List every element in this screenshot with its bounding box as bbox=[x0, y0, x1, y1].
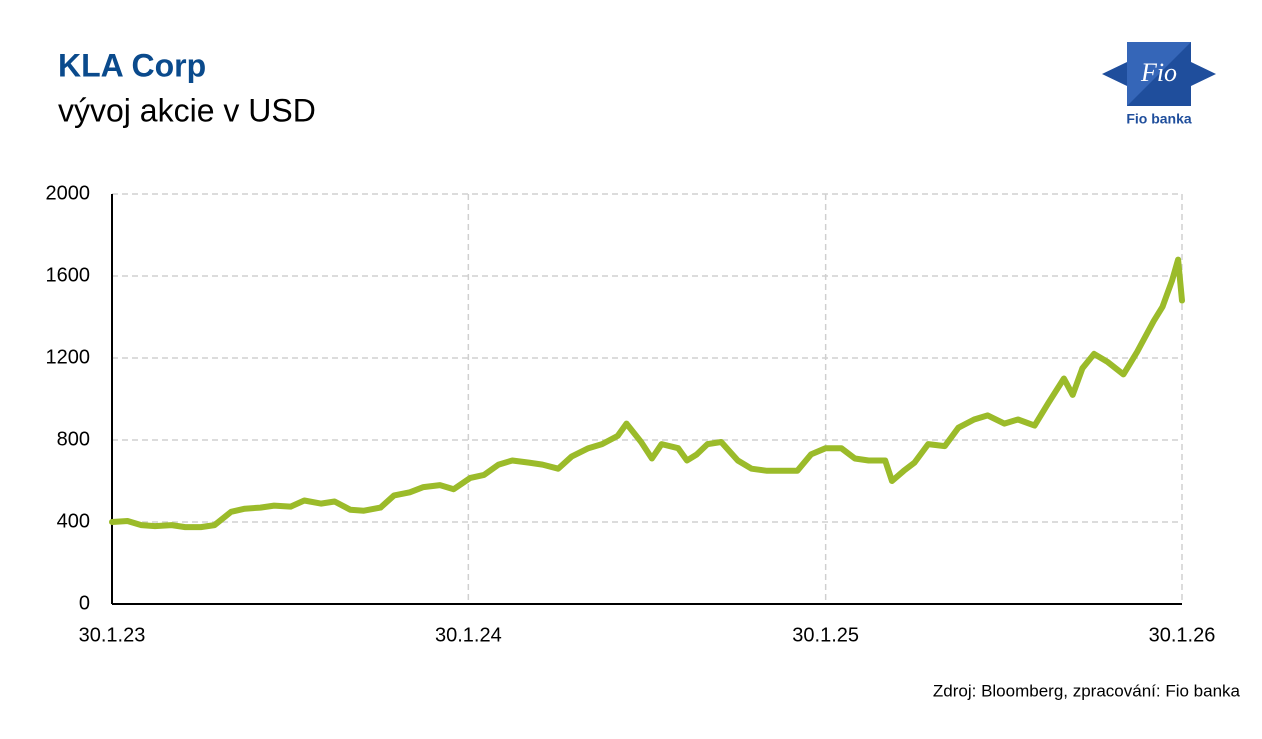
y-tick-label: 1200 bbox=[46, 346, 91, 368]
x-tick-label: 30.1.26 bbox=[1149, 624, 1216, 646]
x-tick-label: 30.1.25 bbox=[792, 624, 859, 646]
y-tick-label: 0 bbox=[79, 592, 90, 614]
y-tick-label: 400 bbox=[57, 510, 90, 532]
logo-shape bbox=[1102, 62, 1127, 86]
chart-title: KLA Corp bbox=[58, 47, 206, 83]
chart-subtitle: vývoj akcie v USD bbox=[58, 92, 316, 128]
y-tick-label: 800 bbox=[57, 428, 90, 450]
logo-shape bbox=[1127, 42, 1191, 106]
logo-shape bbox=[1191, 62, 1216, 86]
y-tick-label: 2000 bbox=[46, 182, 91, 204]
x-tick-label: 30.1.23 bbox=[79, 624, 146, 646]
x-tick-label: 30.1.24 bbox=[435, 624, 502, 646]
source: Zdroj: Bloomberg, zpracování: Fio banka bbox=[933, 681, 1241, 700]
logo-mark: Fio bbox=[1140, 58, 1177, 87]
y-tick-label: 1600 bbox=[46, 264, 91, 286]
logo-name: Fio banka bbox=[1126, 111, 1192, 127]
logo: Fio Fio banka bbox=[1102, 42, 1216, 127]
line-series bbox=[109, 256, 1185, 531]
